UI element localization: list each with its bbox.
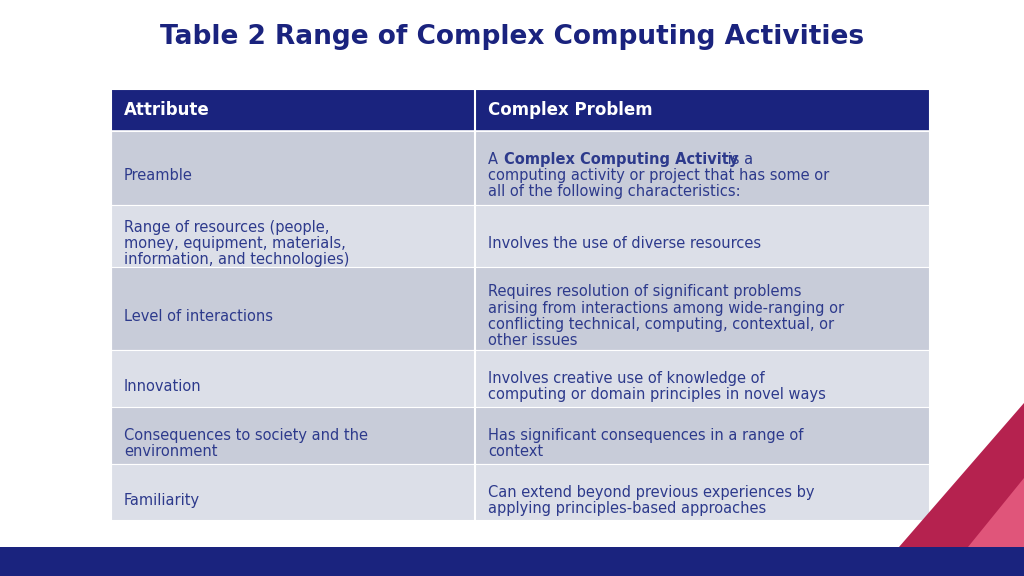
Bar bbox=[111, 89, 930, 521]
Bar bbox=[111, 464, 930, 521]
Text: is a: is a bbox=[724, 152, 754, 167]
Polygon shape bbox=[899, 403, 1024, 547]
Text: applying principles-based approaches: applying principles-based approaches bbox=[488, 501, 767, 516]
Bar bbox=[111, 350, 930, 407]
Text: Innovation: Innovation bbox=[124, 379, 202, 394]
Text: Attribute: Attribute bbox=[124, 101, 210, 119]
Text: conflicting technical, computing, contextual, or: conflicting technical, computing, contex… bbox=[488, 317, 835, 332]
Text: Involves the use of diverse resources: Involves the use of diverse resources bbox=[488, 236, 762, 251]
Text: Table 2 Range of Complex Computing Activities: Table 2 Range of Complex Computing Activ… bbox=[160, 24, 864, 51]
Text: money, equipment, materials,: money, equipment, materials, bbox=[124, 236, 346, 251]
Bar bbox=[111, 407, 930, 464]
Text: information, and technologies): information, and technologies) bbox=[124, 252, 349, 267]
Text: Can extend beyond previous experiences by: Can extend beyond previous experiences b… bbox=[488, 485, 815, 500]
Text: Familiarity: Familiarity bbox=[124, 493, 200, 508]
Text: Complex Computing Activity: Complex Computing Activity bbox=[505, 152, 739, 167]
Text: computing or domain principles in novel ways: computing or domain principles in novel … bbox=[488, 387, 826, 402]
Text: computing activity or project that has some or: computing activity or project that has s… bbox=[488, 168, 829, 183]
Text: Level of interactions: Level of interactions bbox=[124, 309, 273, 324]
Text: Has significant consequences in a range of: Has significant consequences in a range … bbox=[488, 428, 804, 443]
Bar bbox=[111, 267, 930, 350]
Text: Preamble: Preamble bbox=[124, 168, 193, 183]
Text: arising from interactions among wide-ranging or: arising from interactions among wide-ran… bbox=[488, 301, 845, 316]
Text: A: A bbox=[488, 152, 503, 167]
Text: Consequences to society and the: Consequences to society and the bbox=[124, 428, 368, 443]
Text: environment: environment bbox=[124, 444, 217, 459]
Text: Requires resolution of significant problems: Requires resolution of significant probl… bbox=[488, 285, 802, 300]
Text: other issues: other issues bbox=[488, 333, 578, 348]
Text: context: context bbox=[488, 444, 544, 459]
Bar bbox=[111, 206, 930, 267]
Bar bbox=[0, 547, 1024, 576]
Text: Range of resources (people,: Range of resources (people, bbox=[124, 220, 330, 235]
Text: Involves creative use of knowledge of: Involves creative use of knowledge of bbox=[488, 371, 765, 386]
Text: all of the following characteristics:: all of the following characteristics: bbox=[488, 184, 741, 199]
Text: Complex Problem: Complex Problem bbox=[488, 101, 653, 119]
Bar bbox=[111, 89, 930, 131]
Polygon shape bbox=[968, 478, 1024, 547]
Bar bbox=[111, 131, 930, 206]
